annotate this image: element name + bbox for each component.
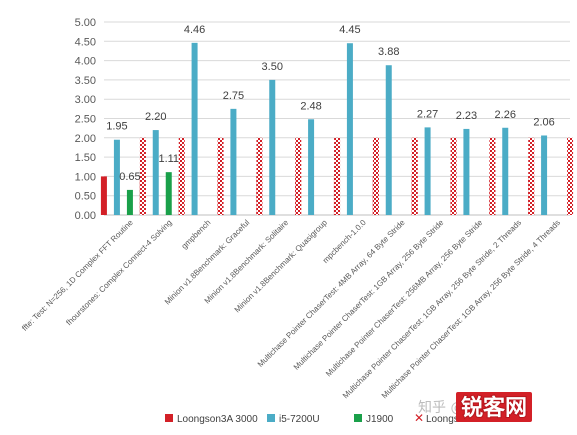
bar-loongson3a3000 [100,176,107,215]
bar-loongson3a40 [334,137,341,215]
legend-swatch-j1900 [354,414,362,422]
bar-i5-7200u [424,127,431,215]
data-label: 3.88 [378,46,399,58]
data-label: 2.06 [533,116,554,128]
bar-i5-7200u [191,42,198,216]
data-label: 3.50 [262,61,283,73]
y-tick-label: 4.00 [75,56,96,68]
y-tick-label: 5.00 [75,17,96,29]
watermark-text: 知乎 @ [418,399,464,416]
x-tick-label: Multichase Pointer ChaserTest: 4MB Array… [256,218,407,369]
x-tick-label: Multichase Pointer ChaserTest: 1GB Array… [292,218,446,372]
y-tick-label: 3.50 [75,75,96,87]
legend-swatch-checker-icon: ✕ [414,411,424,425]
data-label: 2.27 [417,108,438,120]
watermark: 知乎 @ 锐客网 [418,392,532,422]
bar-loongson3a40 [295,137,302,215]
bar-loongson3a40 [411,137,418,215]
data-label: 2.75 [223,90,244,102]
bar-loongson3a40 [217,137,224,215]
data-label: 4.45 [339,24,360,36]
bar-loongson3a40 [139,137,146,215]
logo-badge [456,392,532,422]
y-tick-label: 3.00 [75,94,96,106]
data-label: 2.20 [145,111,166,123]
bars [100,42,574,216]
data-label: 1.95 [106,121,127,133]
bar-i5-7200u [113,139,120,215]
y-tick-label: 4.50 [75,36,96,48]
data-label: 2.23 [456,110,477,122]
y-tick-label: 1.50 [75,152,96,164]
bar-i5-7200u [346,43,353,216]
legend-swatch-i5-7200u [267,414,275,422]
bar-i5-7200u [463,128,470,215]
bar-i5-7200u [230,108,237,215]
data-label: 0.65 [119,171,140,183]
data-label: 2.26 [495,109,516,121]
bar-loongson3a40 [489,137,496,215]
bar-i5-7200u [541,135,548,215]
data-label: 2.48 [300,100,321,112]
legend-swatch-loongson3a3000 [165,414,173,422]
x-tick-label: Multichase Pointer ChaserTest: 1GB Array… [341,218,523,400]
legend-label: i5-7200U [279,414,320,425]
y-axis: 0.00 0.50 1.00 1.50 2.00 2.50 3.00 3.50 4.00 4.50… [75,17,96,222]
bar-loongson3a40 [256,137,263,215]
data-labels: 1.95 0.65 2.20 1.11 4.46 2.75 3.50 2.48 4.45 3.88… [106,24,555,183]
bar-i5-7200u [385,65,392,216]
y-tick-label: 0.00 [75,210,96,222]
data-label: 1.11 [158,153,179,165]
bar-j1900 [126,189,133,215]
data-label: 4.46 [184,24,205,36]
y-tick-label: 2.50 [75,114,96,126]
y-tick-label: 0.50 [75,191,96,203]
x-tick-label: Multichase Pointer ChaserTest: 1GB Array… [380,218,562,400]
bar-i5-7200u [152,130,159,215]
bar-loongson3a40 [450,137,457,215]
legend-label: J1900 [366,414,394,425]
bar-loongson3a40 [372,137,379,215]
bar-i5-7200u [308,119,315,215]
bar-loongson3a40 [567,137,574,215]
bar-i5-7200u [502,127,509,215]
bar-loongson3a40 [528,137,535,215]
y-tick-label: 2.00 [75,133,96,145]
x-axis: ffte: Test: N=256, 1D Complex FFT Routin… [20,218,562,401]
logo-text: 锐客网 [461,395,527,421]
legend-label: Loongson3A 3000 [177,414,258,425]
y-tick-label: 1.00 [75,171,96,183]
x-tick-label: Minion v1.8Benchmark: Graceful [163,218,252,307]
bar-i5-7200u [269,79,276,216]
x-tick-label: Minion v1.8Benchmark: Solitaire [203,218,291,306]
bar-j1900 [165,172,172,215]
bar-loongson3a40 [178,137,185,215]
x-tick-label: gmpbench [180,218,213,251]
